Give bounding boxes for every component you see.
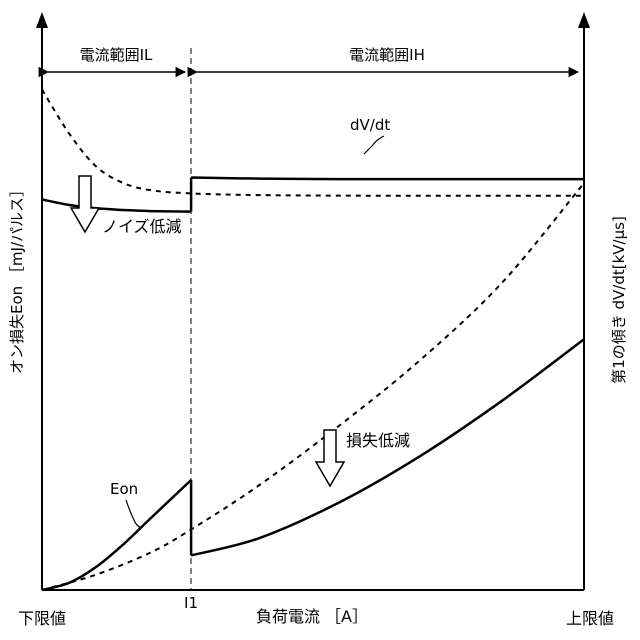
range-il-label: 電流範囲IL — [80, 46, 153, 64]
y-axis-right-title: 第1の傾き dV/dt[kV/μs] — [610, 216, 628, 384]
series-line-2 — [42, 339, 584, 590]
loss-reduction-arrow-icon — [316, 430, 344, 486]
x-tick-upper: 上限値 — [566, 609, 614, 628]
x-tick-lower: 下限値 — [18, 609, 66, 628]
eon-curve-label: Eon — [110, 480, 138, 498]
series-layer — [42, 90, 584, 591]
x-axis-title: 負荷電流 ［A］ — [256, 607, 368, 626]
loss-reduction-label: 損失低減 — [346, 431, 410, 450]
series-line-3 — [42, 183, 584, 590]
eon-leader-line — [126, 500, 142, 528]
y-axis-left-arrow-icon — [36, 12, 48, 28]
dvdt-curve-label: dV/dt — [350, 116, 390, 134]
x-tick-i1: I1 — [184, 594, 198, 612]
range-ih-label: 電流範囲IH — [349, 46, 425, 64]
y-axis-right-arrow-icon — [578, 12, 590, 28]
noise-reduction-label: ノイズ低減 — [102, 217, 182, 236]
y-axis-left-title: オン損失Eon ［mJ/パルス］ — [8, 182, 26, 374]
series-line-0 — [42, 178, 584, 212]
dvdt-leader-line — [364, 136, 384, 154]
noise-reduction-arrow-icon — [71, 176, 99, 232]
